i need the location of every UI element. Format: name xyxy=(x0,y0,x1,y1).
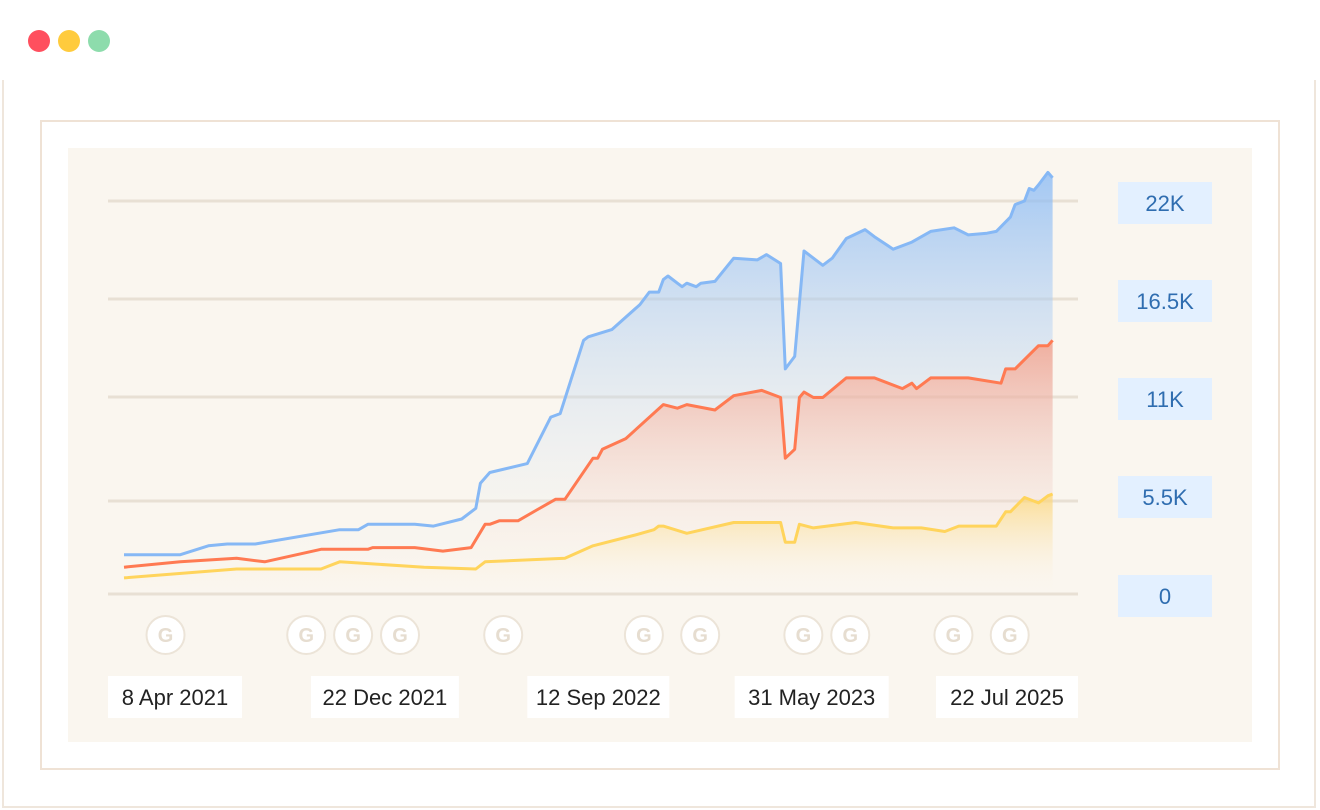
x-axis-ticks: 8 Apr 2021 22 Dec 2021 12 Sep 2022 31 May 2… xyxy=(108,676,1078,718)
google-update-icon[interactable]: G xyxy=(623,615,664,655)
x-tick-box xyxy=(734,676,889,718)
series-3-line xyxy=(123,492,1054,580)
marker-circle xyxy=(933,615,974,655)
marker-label: G xyxy=(636,625,652,647)
google-update-icon[interactable]: G xyxy=(286,615,327,655)
marker-circle xyxy=(286,615,327,655)
marker-circle xyxy=(623,615,664,655)
y-tick-box xyxy=(1118,378,1212,420)
google-update-icon[interactable]: G xyxy=(380,615,421,655)
x-tick-box xyxy=(527,676,670,718)
y-tick: 11K xyxy=(1118,378,1212,420)
marker-circle xyxy=(680,615,721,655)
close-dot[interactable] xyxy=(28,30,50,52)
marker-circle xyxy=(483,615,524,655)
google-update-icon[interactable]: G xyxy=(483,615,524,655)
minimize-dot[interactable] xyxy=(58,30,80,52)
x-tick-box xyxy=(310,676,459,718)
marker-circle xyxy=(830,615,871,655)
marker-circle xyxy=(989,615,1030,655)
y-tick: 16.5K xyxy=(1118,280,1212,322)
marker-label: G xyxy=(1002,625,1018,647)
x-tick-label: 22 Jul 2025 xyxy=(950,685,1064,710)
marker-label: G xyxy=(946,625,962,647)
x-tick: 12 Sep 2022 xyxy=(527,676,670,718)
y-tick-label: 16.5K xyxy=(1136,289,1194,314)
series-2-line xyxy=(123,339,1054,569)
marker-label: G xyxy=(692,625,708,647)
y-axis-ticks: 0 5.5K 11K 16.5K 22K xyxy=(1118,182,1212,617)
x-tick: 31 May 2023 xyxy=(734,676,889,718)
marker-label: G xyxy=(158,625,174,647)
google-update-icon[interactable]: G xyxy=(680,615,721,655)
x-tick-label: 8 Apr 2021 xyxy=(122,685,228,710)
marker-label: G xyxy=(796,625,812,647)
x-tick: 22 Jul 2025 xyxy=(936,676,1078,718)
marker-label: G xyxy=(495,625,511,647)
series-1-line xyxy=(124,170,1054,557)
y-tick: 22K xyxy=(1118,182,1212,224)
x-tick-label: 31 May 2023 xyxy=(748,685,875,710)
marker-label: G xyxy=(298,625,314,647)
y-tick-label: 11K xyxy=(1146,387,1184,412)
marker-label: G xyxy=(842,625,858,647)
y-tick-box xyxy=(1118,476,1212,518)
google-update-icon[interactable]: G xyxy=(933,615,974,655)
x-tick-label: 12 Sep 2022 xyxy=(536,685,661,710)
series-3-area xyxy=(124,494,1053,594)
x-tick: 22 Dec 2021 xyxy=(310,676,459,718)
y-tick: 5.5K xyxy=(1118,476,1212,518)
browser-frame xyxy=(2,80,1316,808)
x-tick-label: 22 Dec 2021 xyxy=(323,685,448,710)
x-tick-box xyxy=(108,676,242,718)
y-tick-box xyxy=(1118,575,1212,617)
x-tick: 8 Apr 2021 xyxy=(108,676,242,718)
marker-circle xyxy=(783,615,824,655)
google-update-icon[interactable]: G xyxy=(145,615,186,655)
y-tick-box xyxy=(1118,280,1212,322)
y-tick-label: 5.5K xyxy=(1142,485,1188,510)
marker-label: G xyxy=(345,625,361,647)
google-update-icon[interactable]: G xyxy=(830,615,871,655)
google-update-icon[interactable]: G xyxy=(333,615,374,655)
series-lines xyxy=(123,170,1054,580)
google-update-icon[interactable]: G xyxy=(783,615,824,655)
y-tick-label: 22K xyxy=(1145,191,1184,216)
google-update-icon[interactable]: G xyxy=(989,615,1030,655)
y-tick-label: 0 xyxy=(1159,584,1171,609)
x-tick-box xyxy=(936,676,1078,718)
y-tick: 0 xyxy=(1118,575,1212,617)
marker-circle xyxy=(333,615,374,655)
window-controls xyxy=(28,30,110,52)
y-tick-box xyxy=(1118,182,1212,224)
marker-circle xyxy=(145,615,186,655)
marker-label: G xyxy=(392,625,408,647)
marker-circle xyxy=(380,615,421,655)
maximize-dot[interactable] xyxy=(88,30,110,52)
